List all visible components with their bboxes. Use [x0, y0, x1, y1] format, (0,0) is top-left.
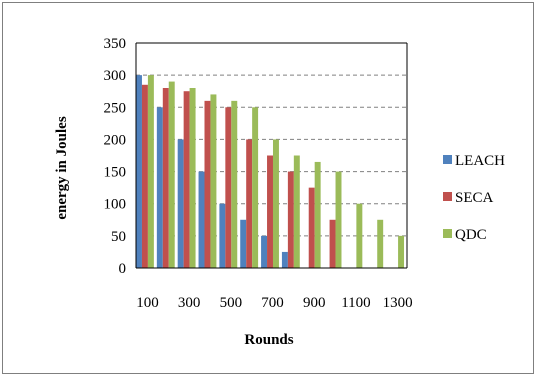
chart-frame: 0 50 100 150 200 250 300 350 100 300 500 700 900 110… — [2, 2, 534, 374]
bar-seca — [183, 91, 190, 268]
y-tick-labels: 0 50 100 150 200 250 300 350 — [104, 36, 127, 277]
bar-seca — [225, 107, 232, 269]
y-tick-label: 50 — [111, 229, 126, 245]
bar-seca — [162, 88, 169, 268]
bar-qdc — [398, 235, 405, 268]
y-tick-label: 150 — [104, 165, 127, 181]
bar-chart: 0 50 100 150 200 250 300 350 100 300 500 700 900 110… — [54, 36, 505, 348]
bar-qdc — [231, 100, 238, 268]
bar-qdc — [356, 203, 363, 268]
bar-qdc — [377, 219, 384, 268]
bar-qdc — [210, 94, 217, 268]
bar-seca — [246, 139, 253, 268]
bar-leach — [156, 107, 163, 269]
bar-seca — [287, 171, 294, 268]
y-tick-label: 350 — [104, 36, 127, 52]
y-axis-title: energy in Joules — [54, 116, 70, 219]
bar-qdc — [293, 155, 300, 268]
legend-swatch-leach — [443, 155, 452, 164]
y-tick-label: 0 — [119, 261, 127, 277]
legend-swatch-seca — [443, 192, 452, 201]
legend-swatch-qdc — [443, 229, 452, 238]
legend-label-seca: SECA — [455, 190, 494, 206]
bar-leach — [240, 219, 247, 268]
bar-seca — [141, 84, 148, 269]
bar-qdc — [335, 171, 342, 268]
bar-leach — [281, 251, 288, 268]
bar-seca — [267, 155, 273, 268]
x-tick-label: 1300 — [383, 295, 413, 311]
bar-leach — [136, 75, 142, 269]
bar-leach — [219, 203, 226, 268]
bar-qdc — [252, 107, 259, 269]
bars — [136, 75, 405, 269]
bar-seca — [308, 187, 315, 268]
x-tick-label: 900 — [303, 295, 326, 311]
bar-leach — [261, 235, 268, 268]
bar-qdc — [189, 88, 196, 268]
x-tick-label: 1100 — [341, 295, 370, 311]
bar-seca — [329, 219, 336, 268]
x-tick-label: 500 — [220, 295, 243, 311]
bar-seca — [204, 100, 211, 268]
x-tick-labels: 100 300 500 700 900 1100 1300 — [136, 295, 412, 311]
x-tick-label: 100 — [136, 295, 159, 311]
bar-leach — [177, 139, 184, 268]
bar-qdc — [168, 81, 175, 268]
y-tick-label: 100 — [104, 197, 127, 213]
x-tick-label: 300 — [178, 295, 201, 311]
legend: LEACH SECA QDC — [443, 153, 505, 243]
bar-qdc — [147, 75, 154, 269]
legend-label-qdc: QDC — [455, 227, 487, 243]
y-tick-label: 200 — [104, 132, 127, 148]
bar-qdc — [272, 139, 279, 268]
axes — [135, 42, 408, 269]
legend-label-leach: LEACH — [455, 153, 505, 169]
x-tick-label: 700 — [261, 295, 284, 311]
y-tick-label: 300 — [104, 68, 127, 84]
bar-leach — [198, 171, 205, 268]
y-tick-label: 250 — [104, 100, 127, 116]
bar-qdc — [314, 161, 321, 268]
x-axis-title: Rounds — [244, 332, 293, 348]
